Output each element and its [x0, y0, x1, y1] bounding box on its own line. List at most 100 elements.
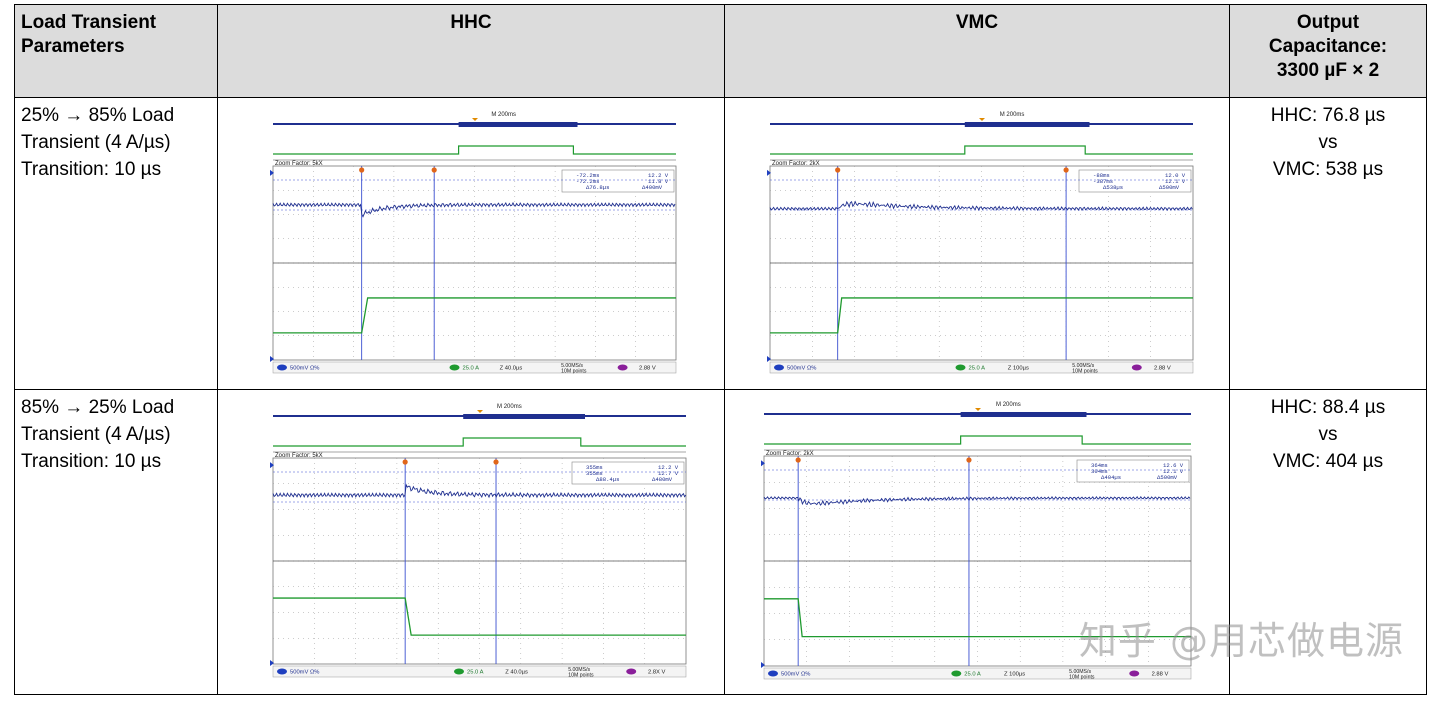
trigger-badge — [1129, 670, 1140, 677]
ch1-scale: 500mV Ω% — [290, 366, 319, 372]
ch-ground-marker — [761, 460, 765, 467]
zoom-timebase: Z 100µs — [1004, 672, 1025, 678]
ch2-scale: 25.0 A — [467, 670, 484, 676]
trigger-marker — [975, 408, 981, 411]
param-line: Transition: 10 µs — [21, 159, 162, 180]
ch1-badge — [277, 364, 287, 371]
cursor-b-volt: 12.1 V — [1165, 178, 1186, 185]
scope-screenshot: M 200ms Zoom Factor: 5kX -72.2ms 12.2 V -72.… — [270, 112, 677, 375]
transient-table: Load Transient Parameters HHC VMC Output… — [14, 4, 1427, 695]
timebase-label: M 200ms — [491, 112, 516, 118]
header-line: Output — [1296, 12, 1360, 33]
record-length: 10M points — [568, 673, 594, 679]
ch-ground-marker — [270, 660, 274, 666]
header-parameters: Load Transient Parameters — [14, 4, 218, 98]
result-cell: HHC: 88.4 µs vs VMC: 404 µs — [1229, 389, 1427, 695]
header-row: Load Transient Parameters HHC VMC Output… — [14, 4, 1427, 98]
vout-trace — [763, 495, 1191, 506]
trigger-level: 2.88 V — [1152, 672, 1169, 678]
cursor-delta-time: Δ76.8µs — [586, 184, 610, 191]
ch1-badge — [774, 364, 784, 371]
overview-zoom-window — [458, 122, 578, 127]
cursor-a-marker — [359, 167, 365, 173]
hhc-scope-cell: M 200ms Zoom Factor: 5kX -72.2ms 12.2 V -72.… — [217, 97, 725, 390]
zoom-factor-label: Zoom Factor: 5kX — [275, 453, 323, 459]
watermark: 知乎 @用芯做电源 — [1078, 619, 1404, 663]
ch-ground-marker — [270, 356, 274, 362]
ch2-badge — [454, 668, 464, 675]
trigger-level: 2.88 V — [1154, 366, 1171, 372]
ch-ground-marker — [767, 169, 771, 176]
sample-rate: 5.00MS/s — [568, 667, 590, 673]
header-output-capacitance: Output Capacitance: 3300 µF × 2 — [1229, 4, 1427, 98]
overview-zoom-window — [964, 122, 1090, 127]
cursor-delta-volt: Δ500mV — [1159, 184, 1180, 191]
overview-iout-trace — [273, 437, 686, 447]
cursor-b-time: 355ms — [586, 470, 603, 477]
vout-trace — [769, 200, 1193, 212]
ch2-scale: 25.0 A — [969, 366, 986, 372]
record-length: 10M points — [561, 369, 587, 375]
header-line: Capacitance: — [1268, 36, 1388, 57]
trigger-level: 2.88 V — [639, 366, 656, 372]
cursor-b-marker — [493, 459, 499, 465]
cursor-b-time: -387ms — [1093, 178, 1113, 185]
sample-rate: 5.00MS/s — [1069, 669, 1091, 675]
sample-rate: 5.00MS/s — [561, 363, 583, 369]
cursor-delta-volt: Δ400mV — [642, 184, 663, 191]
ch2-badge — [449, 364, 460, 371]
status-bar — [769, 361, 1194, 374]
ch1-badge — [768, 670, 778, 677]
cursor-a-time: 355ms — [586, 464, 603, 471]
status-bar — [272, 665, 687, 678]
ch2-badge — [955, 364, 966, 371]
overview-iout-trace — [770, 145, 1193, 155]
zoom-timebase: Z 40.0µs — [500, 366, 523, 372]
result-line: vs — [1318, 424, 1338, 445]
cursor-a-marker — [795, 457, 801, 463]
status-bar — [763, 667, 1192, 680]
iout-trace — [273, 297, 676, 334]
cursor-b-time: 304ms — [1091, 468, 1108, 475]
table-row: 25% → 85% Load Transient (4 A/µs) Transi… — [14, 97, 1427, 390]
sample-rate: 5.00MS/s — [1072, 363, 1094, 369]
cursor-delta-volt: Δ500mV — [1157, 474, 1178, 481]
ch2-badge — [951, 670, 962, 677]
iout-trace — [770, 297, 1193, 334]
cursor-a-marker — [835, 167, 841, 173]
zoom-factor-label: Zoom Factor: 5kX — [275, 161, 323, 167]
result-line: vs — [1318, 132, 1338, 153]
zoom-timebase: Z 40.0µs — [505, 670, 528, 676]
param-cell: 25% → 85% Load Transient (4 A/µs) Transi… — [14, 97, 218, 390]
overview-zoom-window — [960, 412, 1087, 417]
trigger-badge — [1131, 364, 1142, 371]
cursor-readout-box — [1076, 459, 1190, 483]
iout-trace — [764, 598, 1191, 638]
vmc-scope-cell: M 200ms Zoom Factor: 2kX -88ms 12.0 V -387ms… — [724, 97, 1230, 390]
timebase-label: M 200ms — [996, 402, 1021, 408]
record-length: 10M points — [1069, 675, 1095, 681]
param-line: Transition: 10 µs — [21, 451, 162, 472]
ch2-scale: 25.0 A — [964, 672, 981, 678]
scope-screenshot: M 200ms Zoom Factor: 2kX -88ms 12.0 V -387ms… — [767, 112, 1194, 374]
header-hhc: HHC — [217, 4, 725, 98]
result-line: HHC: 88.4 µs — [1270, 397, 1386, 418]
cursor-b-marker — [431, 167, 437, 173]
ch-ground-marker — [767, 356, 771, 362]
table-row: 85% → 25% Load Transient (4 A/µs) Transi… — [14, 389, 1427, 695]
cursor-readout-box — [571, 461, 685, 485]
vout-trace — [272, 483, 687, 499]
cursor-readout-box — [561, 169, 675, 193]
cursor-readout-box — [1078, 169, 1192, 193]
ch1-scale: 500mV Ω% — [787, 366, 816, 372]
overview-iout-trace — [273, 145, 676, 155]
cursor-b-marker — [966, 457, 972, 463]
param-line: 85% → 25% Load — [21, 397, 175, 418]
cursor-a-volt: 12.0 V — [1165, 172, 1186, 179]
trigger-marker — [477, 410, 483, 413]
cursor-a-marker — [402, 459, 408, 465]
iout-trace — [273, 597, 686, 636]
cursor-a-time: 364ms — [1091, 462, 1108, 469]
overview-zoom-window — [463, 414, 585, 419]
ch1-scale: 500mV Ω% — [781, 672, 810, 678]
